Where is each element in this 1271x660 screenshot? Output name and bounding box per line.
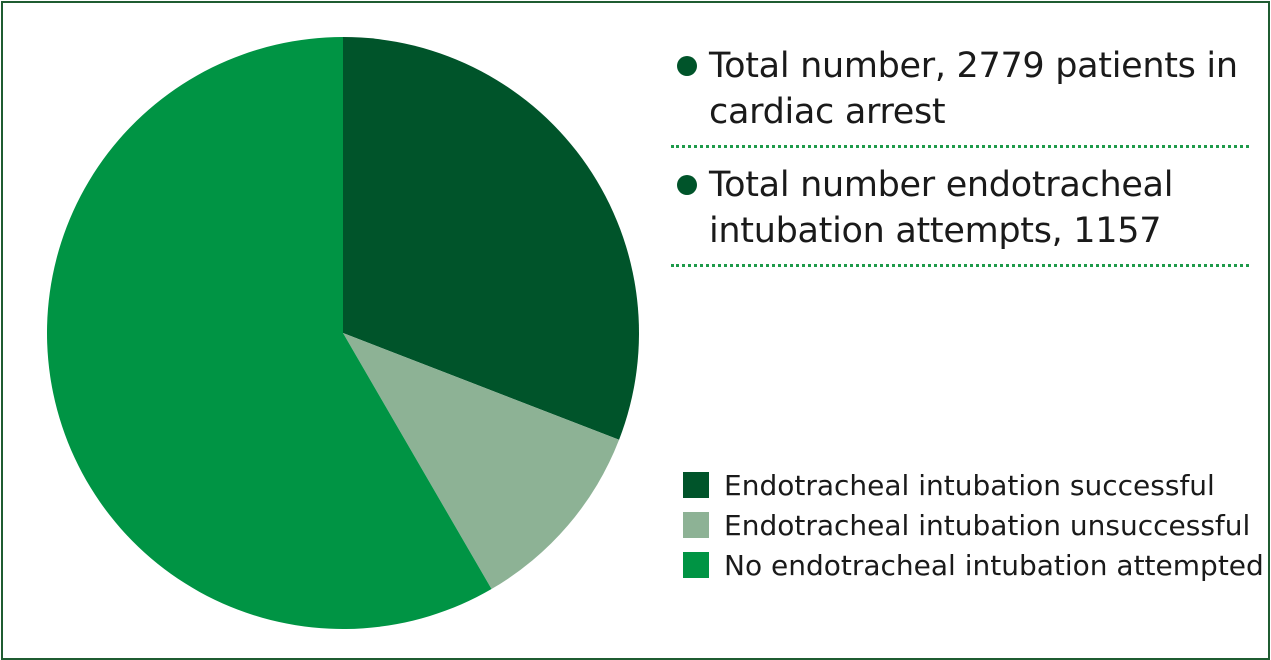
dotted-divider <box>671 145 1249 148</box>
legend-item-not-attempted: No endotracheal intubation attempted <box>683 545 1264 585</box>
legend-swatch <box>683 472 709 498</box>
pie-svg <box>47 37 639 629</box>
bullet-dot <box>677 175 697 195</box>
bullet-dot <box>677 56 697 76</box>
pie-slice-successful <box>343 37 639 440</box>
pie-chart <box>43 33 643 633</box>
stats-panel: Total number, 2779 patients in cardiac a… <box>671 43 1249 281</box>
legend-swatch <box>683 512 709 538</box>
stat-total-patients-text: Total number, 2779 patients in cardiac a… <box>709 46 1238 132</box>
dotted-divider <box>671 264 1249 267</box>
pie-slice-not-attempted <box>47 37 492 629</box>
legend: Endotracheal intubation successful Endot… <box>683 465 1264 585</box>
stat-total-patients: Total number, 2779 patients in cardiac a… <box>671 43 1249 145</box>
legend-item-successful: Endotracheal intubation successful <box>683 465 1264 505</box>
pie-slice-unsuccessful <box>343 333 620 590</box>
legend-label: No endotracheal intubation attempted <box>724 548 1264 582</box>
legend-label: Endotracheal intubation successful <box>724 468 1215 502</box>
legend-label: Endotracheal intubation unsuccessful <box>724 508 1251 542</box>
stat-intubation-attempts: Total number endotracheal intubation att… <box>671 162 1249 254</box>
legend-swatch <box>683 552 709 578</box>
stat-intubation-attempts-text: Total number endotracheal intubation att… <box>709 165 1174 251</box>
legend-item-unsuccessful: Endotracheal intubation unsuccessful <box>683 505 1264 545</box>
